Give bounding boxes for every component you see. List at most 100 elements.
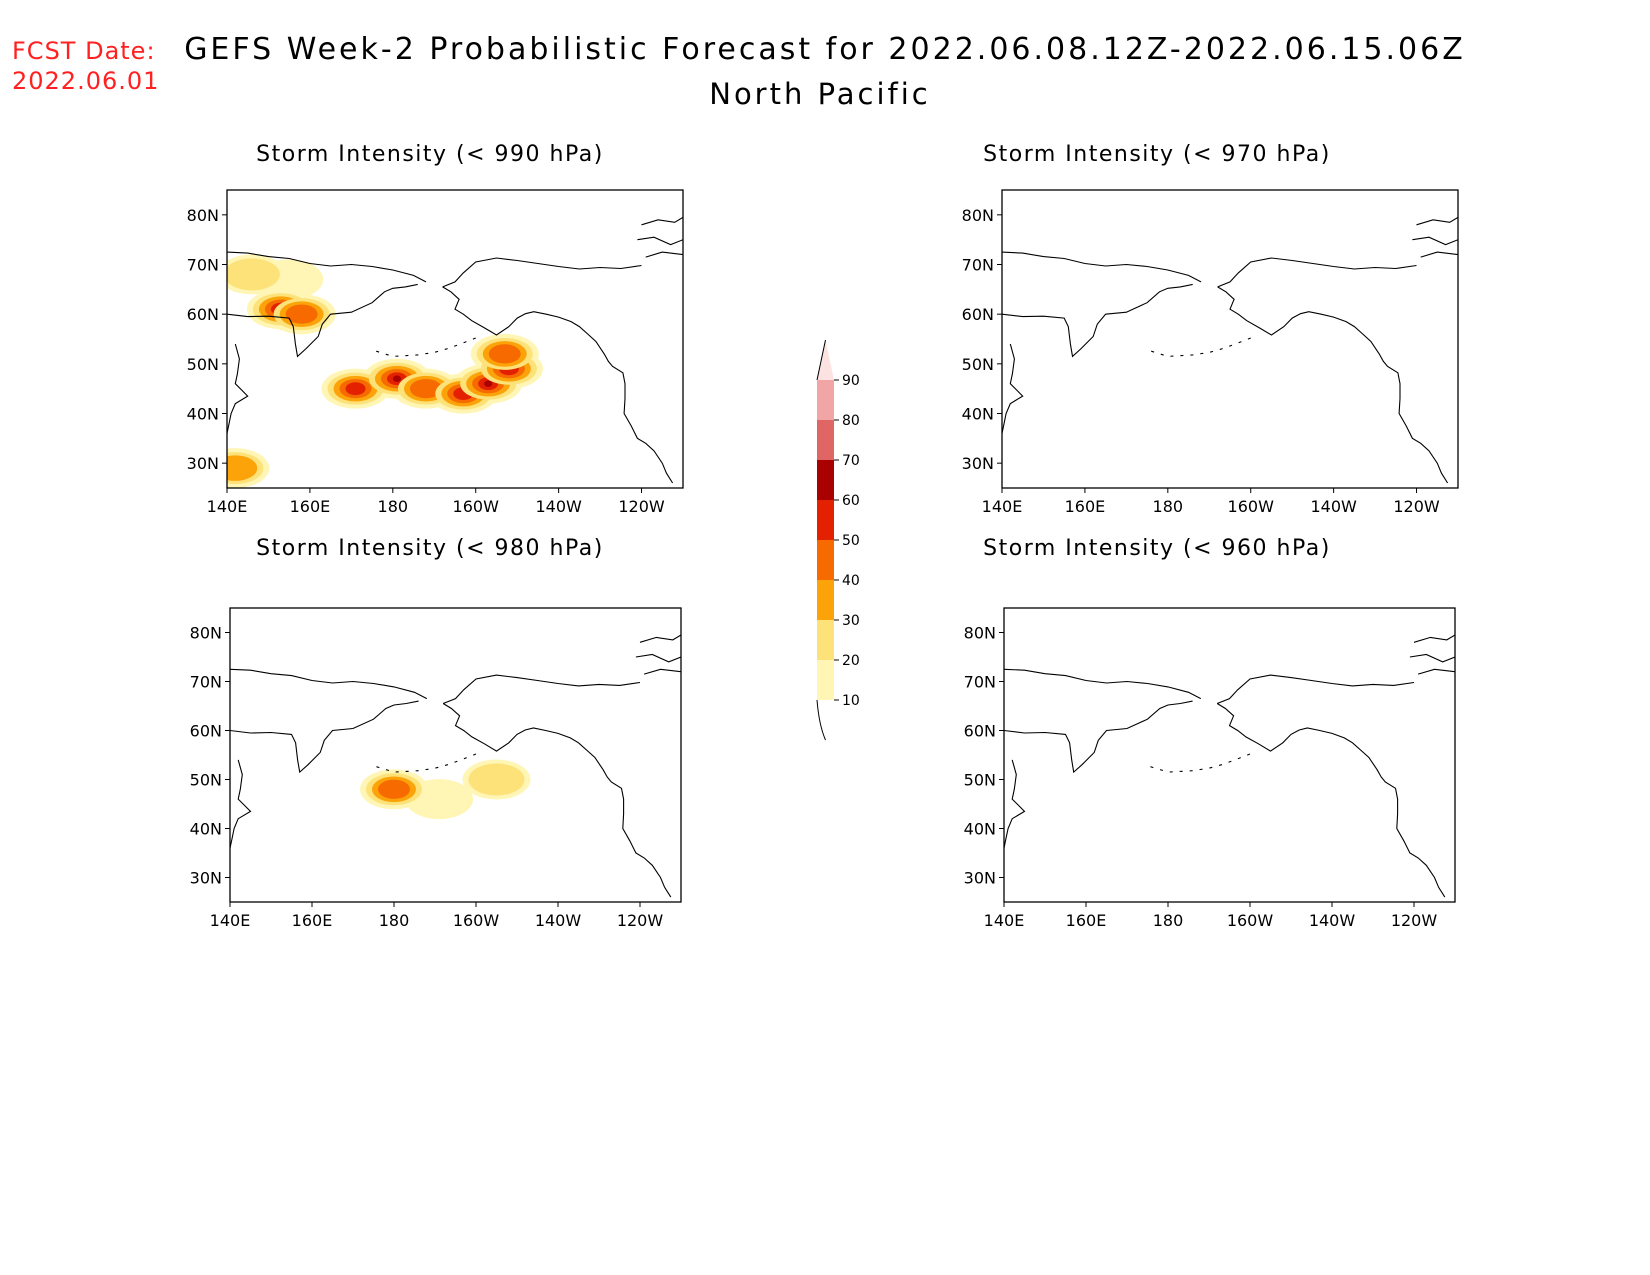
colorbar-swatch — [817, 460, 834, 500]
colorbar-label: 40 — [842, 573, 860, 589]
colorbar-swatch — [817, 620, 834, 660]
lat-tick-label: 50N — [964, 771, 996, 790]
coastline — [1217, 286, 1449, 484]
coastline — [1417, 668, 1455, 675]
lat-tick-label: 40N — [962, 405, 994, 424]
coastline — [639, 634, 681, 643]
coastline — [1420, 251, 1458, 258]
colorbar-swatch — [817, 500, 834, 540]
lon-tick-label: 180 — [1153, 497, 1184, 516]
lon-tick-label: 160E — [292, 911, 333, 930]
colorbar-label: 60 — [842, 493, 860, 509]
colorbar-swatch — [817, 540, 834, 580]
colorbar-swatch — [817, 420, 834, 460]
probability-cell — [285, 304, 318, 324]
lon-tick-label: 140W — [535, 497, 582, 516]
coastline — [1416, 216, 1458, 226]
coastline — [442, 674, 641, 705]
map-frame — [1001, 189, 1459, 489]
panel-title-980: Storm Intensity (< 980 hPa) — [256, 536, 604, 561]
map-frame — [1003, 607, 1456, 903]
colorbar-label: 70 — [842, 453, 860, 469]
lat-tick-label: 70N — [187, 256, 219, 275]
lon-tick-label: 140E — [982, 497, 1023, 516]
lat-tick-label: 30N — [962, 454, 994, 473]
lon-tick-label: 160E — [290, 497, 331, 516]
colorbar-label: 30 — [842, 613, 860, 629]
lat-tick-label: 80N — [187, 206, 219, 225]
lon-tick-label: 140E — [210, 911, 251, 930]
probability-halo — [405, 779, 474, 820]
probability-cell — [468, 763, 525, 796]
coastline — [230, 759, 252, 849]
lat-tick-label: 80N — [962, 206, 994, 225]
lon-tick-label: 160W — [1227, 911, 1274, 930]
coastline — [1002, 251, 1202, 283]
page-subtitle: North Pacific — [709, 77, 931, 111]
lon-tick-label: 160E — [1066, 911, 1107, 930]
colorbar-swatch — [817, 380, 834, 420]
coastline — [1216, 703, 1446, 898]
lon-tick-label: 140W — [1309, 911, 1356, 930]
coastline — [230, 668, 428, 700]
coastline — [442, 257, 642, 288]
lat-tick-label: 70N — [964, 673, 996, 692]
lon-tick-label: 120W — [1391, 911, 1438, 930]
coastline — [1217, 257, 1417, 288]
lon-tick-label: 140W — [535, 911, 582, 930]
lon-tick-label: 140E — [207, 497, 248, 516]
coastline — [635, 653, 681, 663]
lat-tick-label: 70N — [962, 256, 994, 275]
map-frame — [229, 607, 682, 903]
coastline — [1409, 653, 1455, 663]
colorbar-label: 10 — [842, 693, 860, 709]
lat-tick-label: 80N — [964, 624, 996, 643]
panel-title-990: Storm Intensity (< 990 hPa) — [256, 142, 604, 167]
coastline — [227, 283, 418, 358]
probability-cell — [227, 455, 258, 481]
map-frame — [226, 189, 684, 489]
panel-title-960: Storm Intensity (< 960 hPa) — [983, 536, 1331, 561]
lat-tick-label: 80N — [190, 624, 222, 643]
lat-tick-label: 30N — [187, 454, 219, 473]
probability-cell — [378, 779, 410, 799]
coastline — [1002, 283, 1193, 358]
fcst-date-caption: FCST Date: — [12, 37, 156, 65]
colorbar-cap-outline — [816, 339, 826, 381]
lon-tick-label: 180 — [379, 911, 410, 930]
fcst-date-value: 2022.06.01 — [12, 67, 160, 95]
lat-tick-label: 30N — [964, 869, 996, 888]
coastline — [227, 251, 427, 283]
lon-tick-label: 120W — [618, 497, 665, 516]
coastline — [1412, 236, 1458, 246]
lat-tick-label: 60N — [964, 722, 996, 741]
lat-tick-label: 40N — [187, 405, 219, 424]
lon-tick-label: 120W — [617, 911, 664, 930]
lat-tick-label: 40N — [964, 820, 996, 839]
coastline — [442, 286, 674, 484]
coastline — [1413, 634, 1455, 643]
lon-tick-label: 160W — [1228, 497, 1275, 516]
probability-cell — [488, 344, 521, 364]
colorbar-cap-top — [817, 340, 834, 380]
lat-tick-label: 60N — [962, 305, 994, 324]
lon-tick-label: 140E — [984, 911, 1025, 930]
panel-title-970: Storm Intensity (< 970 hPa) — [983, 142, 1331, 167]
lat-tick-label: 60N — [190, 722, 222, 741]
coastline — [1004, 759, 1026, 849]
colorbar-label: 20 — [842, 653, 860, 669]
coastline — [645, 251, 683, 258]
coastline — [227, 343, 249, 434]
colorbar-cap-bottom — [816, 699, 826, 741]
lat-tick-label: 30N — [190, 869, 222, 888]
lat-tick-label: 50N — [962, 355, 994, 374]
coastline — [643, 668, 681, 675]
probability-cell — [392, 375, 401, 382]
lon-tick-label: 120W — [1393, 497, 1440, 516]
lon-tick-label: 180 — [1153, 911, 1184, 930]
coastline — [641, 216, 683, 226]
coastline — [442, 703, 672, 898]
